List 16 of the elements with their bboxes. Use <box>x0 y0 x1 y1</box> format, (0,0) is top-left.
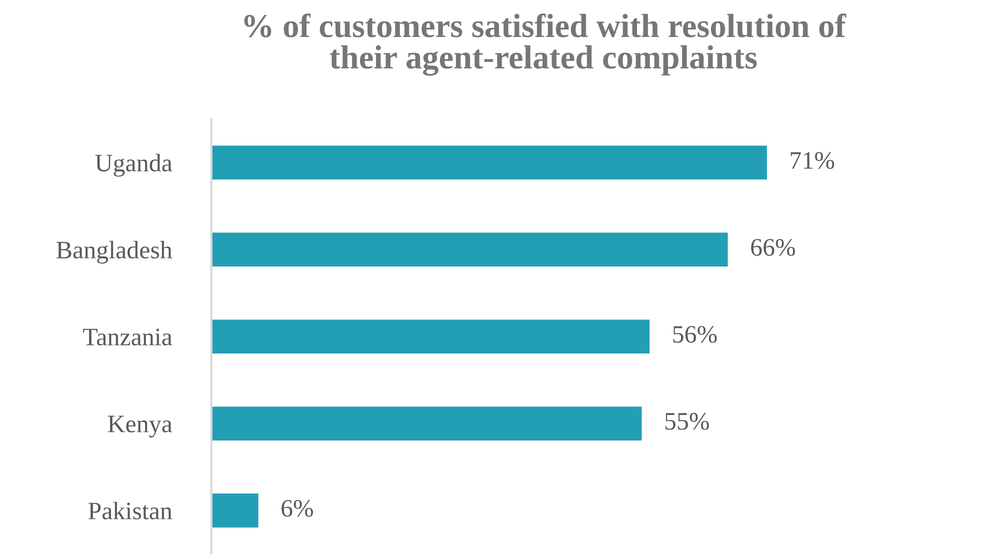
chart-title: % of customers satisfied with resolution of their agent-related complaints <box>244 14 846 76</box>
data-label: 56% <box>673 326 717 343</box>
data-label: 66% <box>751 238 796 256</box>
bar <box>211 406 642 440</box>
y-tick-label: Pakistan <box>88 502 172 520</box>
data-label: 71% <box>790 152 834 169</box>
y-tick-label: Kenya <box>108 416 172 438</box>
data-label: 55% <box>665 412 709 430</box>
y-tick-label: Bangladesh <box>56 240 172 264</box>
bar <box>211 494 258 528</box>
y-tick-label: Tanzania <box>83 328 172 346</box>
bar <box>211 320 650 354</box>
bar <box>211 232 728 267</box>
y-tick-label: Uganda <box>95 154 172 177</box>
data-label: 6% <box>282 500 314 517</box>
bar <box>211 146 767 180</box>
